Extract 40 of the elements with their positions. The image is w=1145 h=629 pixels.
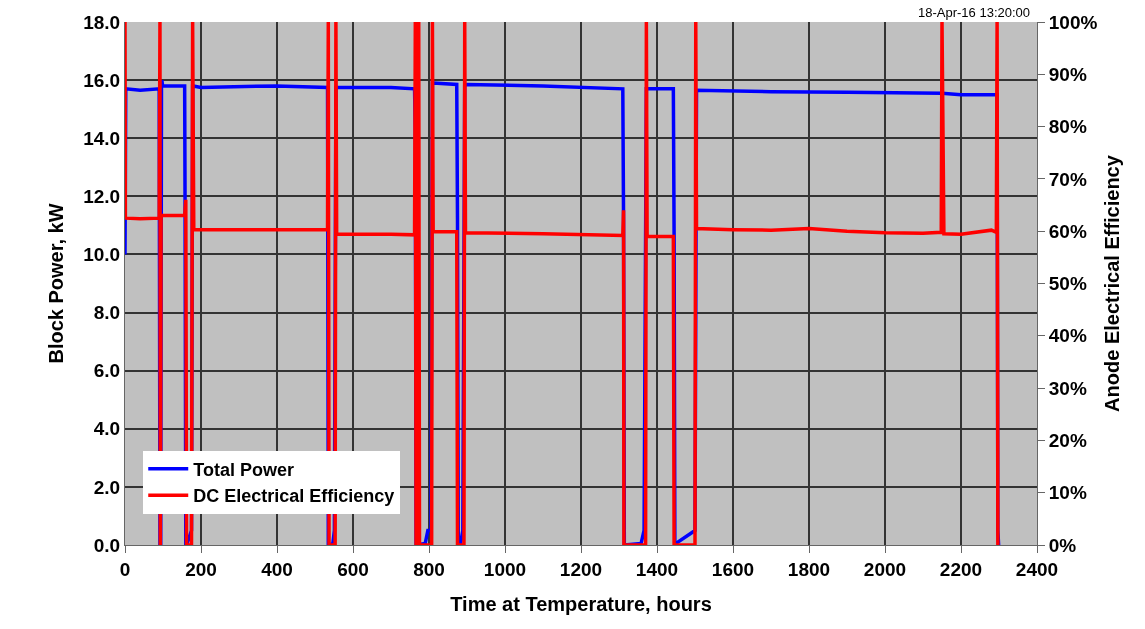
x-tick-label: 2400 [1015, 558, 1059, 580]
y2-tick-label: 80% [1048, 116, 1087, 138]
y2-tick-label: 70% [1048, 168, 1087, 190]
x-tick-label: 2000 [863, 558, 907, 580]
y-tick-label: 10.0 [83, 244, 121, 266]
y2-tick-label: 30% [1048, 377, 1087, 399]
legend-label: DC Electrical Efficiency [193, 486, 395, 507]
y2-tick-label: 40% [1048, 325, 1087, 347]
y-tick-label: 14.0 [83, 127, 121, 149]
y2-tick-label: 90% [1048, 63, 1087, 85]
y2-tick-label: 0% [1048, 534, 1077, 556]
y2-tick-label: 60% [1048, 220, 1087, 242]
y-tick-label: 16.0 [83, 69, 121, 91]
y-tick-label: 0.0 [93, 534, 121, 556]
y-axis-title: Block Power, kW [44, 203, 67, 364]
y-tick-label: 6.0 [93, 360, 121, 382]
x-tick-label: 1800 [787, 558, 831, 580]
x-tick-label: 2200 [939, 558, 983, 580]
y-tick-label: 12.0 [83, 185, 121, 207]
y-tick-label: 2.0 [93, 476, 121, 498]
x-tick-label: 0 [119, 558, 131, 580]
x-tick-label: 400 [261, 558, 293, 580]
y2-axis-title: Anode Electrical Efficiency [1101, 154, 1123, 412]
x-tick-label: 800 [413, 558, 445, 580]
y-tick-label: 18.0 [83, 11, 121, 33]
x-tick-label: 1600 [711, 558, 755, 580]
y-tick-label: 4.0 [93, 418, 121, 440]
y2-tick-label: 50% [1048, 273, 1087, 295]
text: 18-Apr-16 13:20:00 [918, 5, 1031, 20]
y2-tick-label: 10% [1048, 482, 1087, 504]
x-tick-label: 1400 [635, 558, 679, 580]
x-tick-label: 600 [337, 558, 369, 580]
x-axis-title: Time at Temperature, hours [450, 593, 712, 616]
legend-label: Total Power [193, 459, 294, 480]
x-tick-label: 200 [185, 558, 217, 580]
y2-tick-label: 20% [1048, 430, 1087, 452]
y-tick-label: 8.0 [93, 302, 121, 324]
x-tick-label: 1000 [483, 558, 527, 580]
x-tick-label: 1200 [559, 558, 603, 580]
y2-tick-label: 100% [1048, 11, 1098, 33]
